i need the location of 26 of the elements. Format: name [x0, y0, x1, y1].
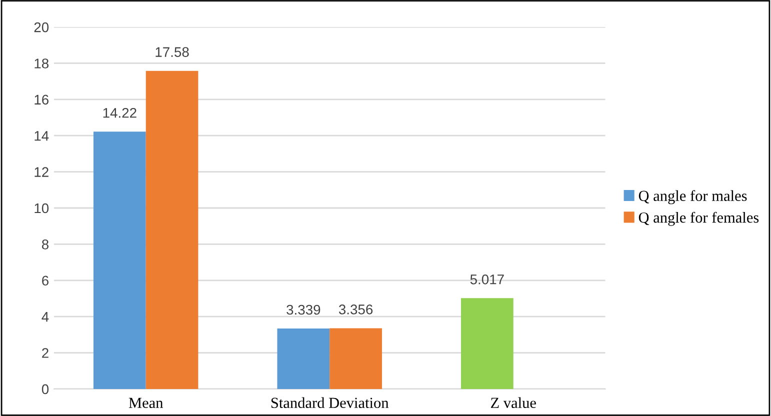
data-label: 14.22: [103, 108, 136, 118]
bar: [146, 70, 198, 389]
y-tick-label: 20: [34, 22, 49, 32]
y-tick-label: 12: [34, 167, 48, 177]
x-tick-label: Z value: [490, 397, 536, 408]
bar: [330, 328, 382, 389]
y-tick-label: 18: [34, 58, 49, 68]
data-label: 5.017: [470, 274, 504, 284]
x-tick-label: Standard Deviation: [271, 397, 389, 408]
y-tick-label: 2: [42, 348, 48, 358]
data-label: 3.356: [338, 304, 373, 314]
bar: [460, 298, 514, 389]
y-tick-label: 4: [42, 312, 49, 322]
y-tick-label: 14: [34, 131, 49, 141]
x-tick-label: Mean: [128, 398, 164, 408]
data-label: 17.58: [156, 47, 189, 57]
legend-label: Q angle for males: [638, 190, 747, 204]
y-tick-label: 16: [34, 94, 48, 105]
y-tick-label: 8: [42, 240, 49, 250]
bar: [93, 132, 146, 389]
data-label: 3.339: [286, 304, 320, 315]
legend-label: Q angle for females: [638, 212, 759, 226]
bar: [277, 328, 330, 389]
y-tick-label: 6: [42, 276, 48, 286]
y-tick-label: 0: [42, 384, 49, 394]
y-tick-label: 10: [34, 203, 49, 214]
